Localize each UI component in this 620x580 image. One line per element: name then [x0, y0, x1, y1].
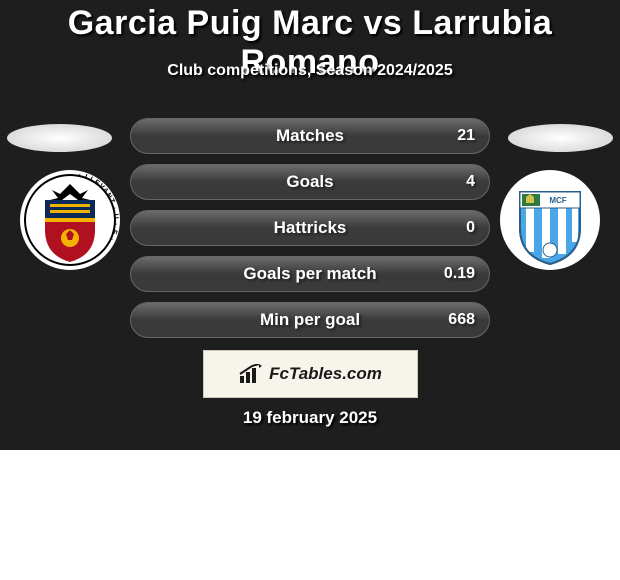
stats-group: Matches 21 Goals 4 Hattricks 0 Goals per… — [130, 118, 490, 348]
stat-right-value: 21 — [457, 119, 475, 153]
svg-text:MCF: MCF — [549, 196, 566, 205]
stat-row-goals: Goals 4 — [130, 164, 490, 200]
stat-label: Goals — [131, 165, 489, 199]
canvas: Garcia Puig Marc vs Larrubia Romano Club… — [0, 0, 620, 580]
attribution-text: FcTables.com — [269, 364, 382, 384]
stat-right-value: 0 — [466, 211, 475, 245]
club-crest-left: · LLEVANT · U · E · — [20, 170, 120, 270]
stat-row-matches: Matches 21 — [130, 118, 490, 154]
attribution-badge: FcTables.com — [203, 350, 418, 398]
stat-label: Hattricks — [131, 211, 489, 245]
player-photo-right — [508, 124, 613, 152]
bar-shine — [131, 165, 489, 182]
subtitle: Club competitions, Season 2024/2025 — [0, 62, 620, 80]
stat-label: Goals per match — [131, 257, 489, 291]
stat-right-value: 0.19 — [444, 257, 475, 291]
stat-label: Matches — [131, 119, 489, 153]
stat-row-hattricks: Hattricks 0 — [130, 210, 490, 246]
player-photo-left — [7, 124, 112, 152]
bar-shine — [131, 257, 489, 274]
date-label: 19 february 2025 — [0, 408, 620, 428]
bar-shine — [131, 303, 489, 320]
stat-row-min-per-goal: Min per goal 668 — [130, 302, 490, 338]
stat-row-goals-per-match: Goals per match 0.19 — [130, 256, 490, 292]
stat-label: Min per goal — [131, 303, 489, 337]
bar-shine — [131, 211, 489, 228]
stat-right-value: 668 — [448, 303, 475, 337]
bar-shine — [131, 119, 489, 136]
club-crest-right: MCF — [500, 170, 600, 270]
stat-right-value: 4 — [466, 165, 475, 199]
bar-chart-icon — [239, 364, 263, 384]
